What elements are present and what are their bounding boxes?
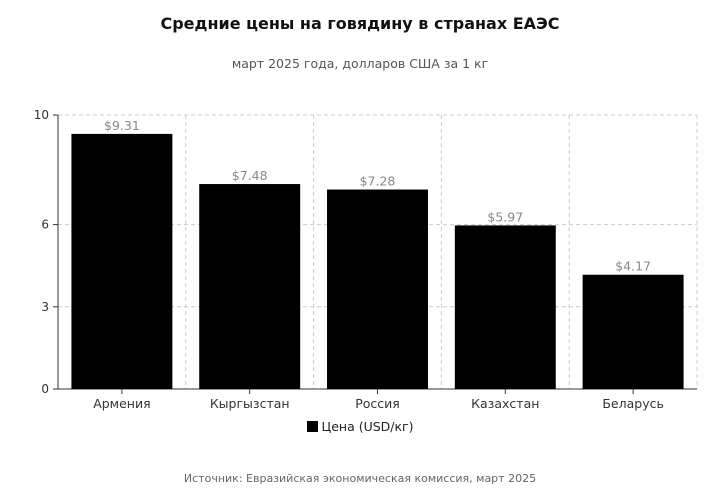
- bar-1: [199, 184, 301, 389]
- x-tick-label: Кыргызстан: [210, 396, 290, 411]
- bar-4: [582, 274, 684, 389]
- bar-2: [327, 189, 428, 389]
- y-tick-label: 10: [34, 108, 49, 122]
- y-tick-label: 6: [41, 218, 49, 232]
- data-label: $7.28: [360, 174, 396, 189]
- bar-3: [454, 225, 556, 389]
- legend: Цена (USD/кг): [0, 419, 720, 434]
- data-label: $7.48: [232, 168, 268, 183]
- legend-swatch: [306, 421, 318, 432]
- x-tick-label: Казахстан: [471, 396, 539, 411]
- x-tick-label: Армения: [93, 396, 150, 411]
- source-note: Источник: Евразийская экономическая коми…: [183, 472, 537, 485]
- legend-label: Цена (USD/кг): [321, 419, 414, 434]
- y-tick-label: 3: [41, 300, 49, 314]
- data-label: $4.17: [615, 259, 651, 274]
- data-label: $5.97: [487, 209, 523, 224]
- y-tick-label: 0: [41, 382, 49, 396]
- data-label: $9.31: [104, 118, 140, 133]
- x-tick-label: Беларусь: [602, 396, 664, 411]
- x-tick-label: Россия: [355, 396, 400, 411]
- bar-0: [71, 133, 173, 389]
- chart-subtitle: март 2025 года, долларов США за 1 кг: [231, 56, 489, 71]
- chart-title: Средние цены на говядину в странах ЕАЭС: [160, 14, 560, 33]
